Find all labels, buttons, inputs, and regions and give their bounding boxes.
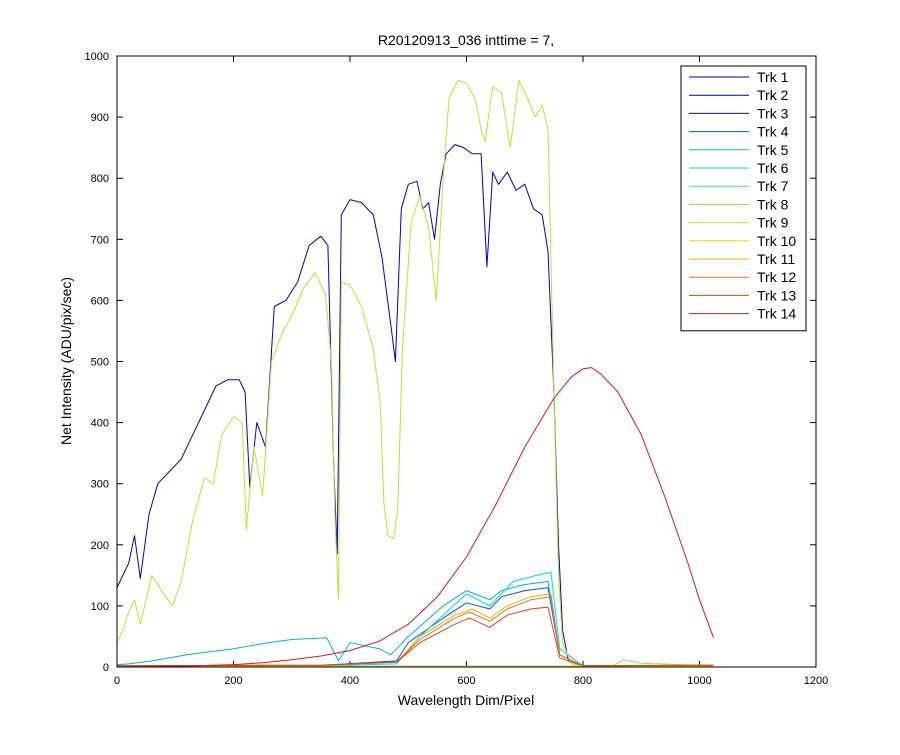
legend-label: Trk 14 <box>757 306 796 322</box>
series-line-trk-9 <box>116 79 714 667</box>
y-tick-label: 200 <box>91 540 109 552</box>
legend-label: Trk 10 <box>757 233 796 249</box>
legend-label: Trk 12 <box>757 269 796 285</box>
legend-label: Trk 3 <box>757 105 789 121</box>
axis-ticks: 0 200 400 600 800 1000 1200 0 100 200 300 400 500 600… <box>85 51 829 687</box>
legend-label: Trk 1 <box>757 69 789 85</box>
series-line-trk-14 <box>116 367 714 668</box>
x-tick-label: 600 <box>457 675 475 687</box>
series-line-trk-13 <box>116 606 714 667</box>
chart-title: R20120913_036 inttime = 7, <box>378 32 554 48</box>
legend-label: Trk 5 <box>757 142 789 158</box>
x-tick-label: 0 <box>114 675 120 687</box>
x-tick-label: 1200 <box>804 675 828 687</box>
legend-label: Trk 6 <box>757 160 789 176</box>
y-tick-label: 600 <box>91 295 109 307</box>
legend-label: Trk 2 <box>757 87 789 103</box>
legend-box <box>680 65 807 332</box>
y-tick-label: 100 <box>91 601 109 613</box>
series-line-trk-2 <box>116 144 714 667</box>
plot-frame <box>116 55 817 668</box>
x-tick-label: 400 <box>341 675 359 687</box>
y-tick-label: 0 <box>103 662 109 674</box>
legend-label: Trk 9 <box>757 215 789 231</box>
x-tick-label: 200 <box>224 675 242 687</box>
x-axis-label: Wavelength Dim/Pixel <box>398 692 534 708</box>
series-line-trk-5 <box>116 581 714 667</box>
legend-label: Trk 4 <box>757 124 789 140</box>
y-tick-label: 1000 <box>85 51 109 63</box>
x-tick-label: 1000 <box>687 675 711 687</box>
legend-label: Trk 11 <box>757 251 795 267</box>
y-tick-label: 300 <box>91 479 109 491</box>
legend-label: Trk 8 <box>757 196 789 212</box>
y-tick-label: 800 <box>91 173 109 185</box>
legend-label: Trk 7 <box>757 178 789 194</box>
x-tick-label: 800 <box>574 675 592 687</box>
y-tick-label: 900 <box>91 112 109 124</box>
legend-label: Trk 13 <box>757 287 796 303</box>
y-tick-label: 400 <box>91 418 109 430</box>
series-line-trk-6 <box>116 571 714 667</box>
legend: Trk 1 Trk 2 Trk 3 Trk 4 Trk 5 Trk 6 Trk 7 Trk 8… <box>680 65 807 332</box>
y-tick-label: 700 <box>91 234 109 246</box>
y-axis-label: Net Intensity (ADU/pix/sec) <box>58 277 74 445</box>
y-tick-label: 500 <box>91 357 109 369</box>
